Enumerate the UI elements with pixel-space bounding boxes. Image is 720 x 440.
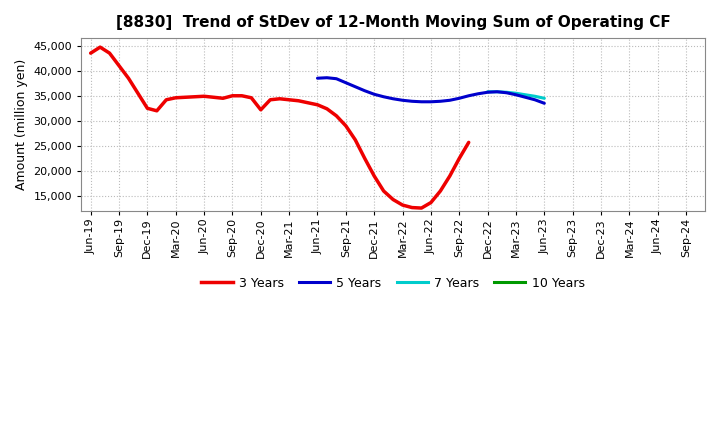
Title: [8830]  Trend of StDev of 12-Month Moving Sum of Operating CF: [8830] Trend of StDev of 12-Month Moving…	[116, 15, 670, 30]
Legend: 3 Years, 5 Years, 7 Years, 10 Years: 3 Years, 5 Years, 7 Years, 10 Years	[197, 272, 590, 295]
Y-axis label: Amount (million yen): Amount (million yen)	[15, 59, 28, 190]
